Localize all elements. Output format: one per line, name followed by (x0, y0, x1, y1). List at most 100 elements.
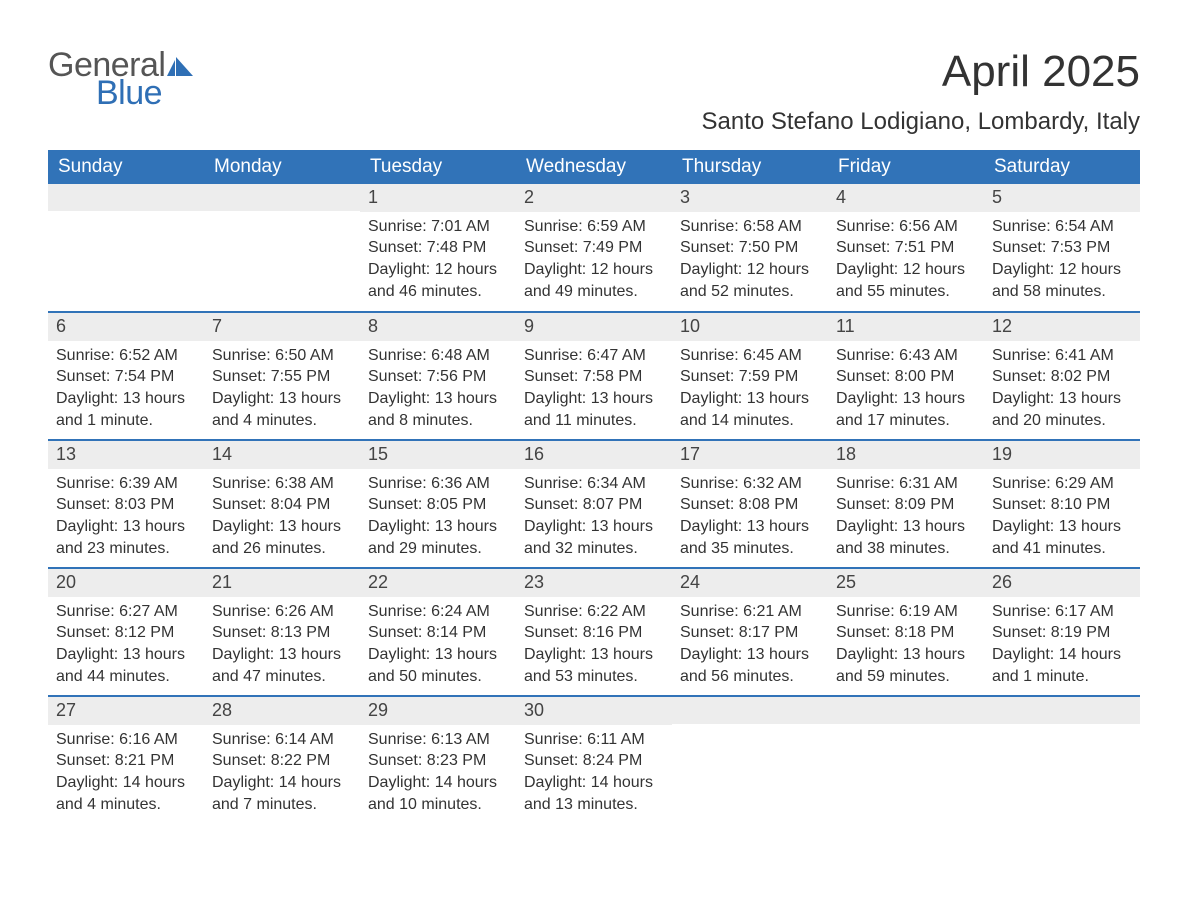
day-header: Wednesday (516, 150, 672, 184)
daylight-line: Daylight: 12 hours and 55 minutes. (836, 259, 976, 302)
sunset-line: Sunset: 8:04 PM (212, 494, 352, 516)
day-details: Sunrise: 6:38 AMSunset: 8:04 PMDaylight:… (204, 469, 360, 565)
day-number: 4 (828, 184, 984, 211)
sunrise-line: Sunrise: 6:45 AM (680, 345, 820, 367)
sunset-line: Sunset: 7:48 PM (368, 237, 508, 259)
empty-day-header (48, 184, 204, 211)
day-details: Sunrise: 6:34 AMSunset: 8:07 PMDaylight:… (516, 469, 672, 565)
daylight-line: Daylight: 13 hours and 1 minute. (56, 388, 196, 431)
sunset-line: Sunset: 8:22 PM (212, 750, 352, 772)
day-details: Sunrise: 6:24 AMSunset: 8:14 PMDaylight:… (360, 597, 516, 693)
day-number: 19 (984, 441, 1140, 468)
sunrise-line: Sunrise: 6:34 AM (524, 473, 664, 495)
daylight-line: Daylight: 13 hours and 8 minutes. (368, 388, 508, 431)
daylight-line: Daylight: 12 hours and 58 minutes. (992, 259, 1132, 302)
daylight-line: Daylight: 14 hours and 1 minute. (992, 644, 1132, 687)
day-cell: 17Sunrise: 6:32 AMSunset: 8:08 PMDayligh… (672, 440, 828, 568)
day-details: Sunrise: 6:56 AMSunset: 7:51 PMDaylight:… (828, 212, 984, 308)
day-cell: 25Sunrise: 6:19 AMSunset: 8:18 PMDayligh… (828, 568, 984, 696)
day-cell: 8Sunrise: 6:48 AMSunset: 7:56 PMDaylight… (360, 312, 516, 440)
daylight-line: Daylight: 13 hours and 38 minutes. (836, 516, 976, 559)
sunset-line: Sunset: 8:08 PM (680, 494, 820, 516)
daylight-line: Daylight: 13 hours and 23 minutes. (56, 516, 196, 559)
day-cell: 20Sunrise: 6:27 AMSunset: 8:12 PMDayligh… (48, 568, 204, 696)
day-number: 28 (204, 697, 360, 724)
location: Santo Stefano Lodigiano, Lombardy, Italy (701, 108, 1140, 136)
day-number: 9 (516, 313, 672, 340)
sunset-line: Sunset: 8:23 PM (368, 750, 508, 772)
day-number: 17 (672, 441, 828, 468)
empty-day-header (828, 697, 984, 724)
sunrise-line: Sunrise: 6:14 AM (212, 729, 352, 751)
sunrise-line: Sunrise: 6:54 AM (992, 216, 1132, 238)
day-details: Sunrise: 6:48 AMSunset: 7:56 PMDaylight:… (360, 341, 516, 437)
week-row: 6Sunrise: 6:52 AMSunset: 7:54 PMDaylight… (48, 312, 1140, 440)
sunset-line: Sunset: 8:17 PM (680, 622, 820, 644)
month-title: April 2025 (701, 48, 1140, 96)
sunset-line: Sunset: 8:21 PM (56, 750, 196, 772)
day-number: 23 (516, 569, 672, 596)
daylight-line: Daylight: 13 hours and 4 minutes. (212, 388, 352, 431)
sunrise-line: Sunrise: 6:56 AM (836, 216, 976, 238)
day-details: Sunrise: 6:43 AMSunset: 8:00 PMDaylight:… (828, 341, 984, 437)
sunset-line: Sunset: 7:50 PM (680, 237, 820, 259)
sunrise-line: Sunrise: 6:58 AM (680, 216, 820, 238)
day-cell: 26Sunrise: 6:17 AMSunset: 8:19 PMDayligh… (984, 568, 1140, 696)
daylight-line: Daylight: 13 hours and 17 minutes. (836, 388, 976, 431)
day-number: 13 (48, 441, 204, 468)
day-details: Sunrise: 6:45 AMSunset: 7:59 PMDaylight:… (672, 341, 828, 437)
day-number: 15 (360, 441, 516, 468)
day-number: 1 (360, 184, 516, 211)
day-cell: 23Sunrise: 6:22 AMSunset: 8:16 PMDayligh… (516, 568, 672, 696)
sunset-line: Sunset: 8:10 PM (992, 494, 1132, 516)
calendar-body: 1Sunrise: 7:01 AMSunset: 7:48 PMDaylight… (48, 184, 1140, 824)
day-header: Monday (204, 150, 360, 184)
sunrise-line: Sunrise: 6:19 AM (836, 601, 976, 623)
day-number: 5 (984, 184, 1140, 211)
day-details: Sunrise: 6:58 AMSunset: 7:50 PMDaylight:… (672, 212, 828, 308)
daylight-line: Daylight: 13 hours and 20 minutes. (992, 388, 1132, 431)
daylight-line: Daylight: 13 hours and 11 minutes. (524, 388, 664, 431)
daylight-line: Daylight: 13 hours and 14 minutes. (680, 388, 820, 431)
day-header: Tuesday (360, 150, 516, 184)
day-cell: 11Sunrise: 6:43 AMSunset: 8:00 PMDayligh… (828, 312, 984, 440)
day-number: 18 (828, 441, 984, 468)
title-block: April 2025 Santo Stefano Lodigiano, Lomb… (701, 48, 1140, 136)
sunrise-line: Sunrise: 6:11 AM (524, 729, 664, 751)
daylight-line: Daylight: 13 hours and 26 minutes. (212, 516, 352, 559)
day-number: 21 (204, 569, 360, 596)
logo-text-blue: Blue (96, 76, 201, 110)
day-details: Sunrise: 6:16 AMSunset: 8:21 PMDaylight:… (48, 725, 204, 821)
day-cell: 24Sunrise: 6:21 AMSunset: 8:17 PMDayligh… (672, 568, 828, 696)
sunset-line: Sunset: 8:19 PM (992, 622, 1132, 644)
daylight-line: Daylight: 13 hours and 29 minutes. (368, 516, 508, 559)
day-cell: 14Sunrise: 6:38 AMSunset: 8:04 PMDayligh… (204, 440, 360, 568)
day-cell: 18Sunrise: 6:31 AMSunset: 8:09 PMDayligh… (828, 440, 984, 568)
sunset-line: Sunset: 8:07 PM (524, 494, 664, 516)
day-number: 29 (360, 697, 516, 724)
sunset-line: Sunset: 7:53 PM (992, 237, 1132, 259)
day-details: Sunrise: 6:59 AMSunset: 7:49 PMDaylight:… (516, 212, 672, 308)
day-cell: 15Sunrise: 6:36 AMSunset: 8:05 PMDayligh… (360, 440, 516, 568)
day-cell: 27Sunrise: 6:16 AMSunset: 8:21 PMDayligh… (48, 696, 204, 824)
week-row: 1Sunrise: 7:01 AMSunset: 7:48 PMDaylight… (48, 184, 1140, 312)
day-header-row: SundayMondayTuesdayWednesdayThursdayFrid… (48, 150, 1140, 184)
week-row: 20Sunrise: 6:27 AMSunset: 8:12 PMDayligh… (48, 568, 1140, 696)
day-details: Sunrise: 6:47 AMSunset: 7:58 PMDaylight:… (516, 341, 672, 437)
day-header: Friday (828, 150, 984, 184)
day-details: Sunrise: 7:01 AMSunset: 7:48 PMDaylight:… (360, 212, 516, 308)
calendar-table: SundayMondayTuesdayWednesdayThursdayFrid… (48, 150, 1140, 824)
daylight-line: Daylight: 13 hours and 32 minutes. (524, 516, 664, 559)
sunset-line: Sunset: 7:54 PM (56, 366, 196, 388)
day-number: 26 (984, 569, 1140, 596)
logo: General Blue (48, 48, 201, 110)
day-header: Saturday (984, 150, 1140, 184)
day-details: Sunrise: 6:54 AMSunset: 7:53 PMDaylight:… (984, 212, 1140, 308)
day-details: Sunrise: 6:27 AMSunset: 8:12 PMDaylight:… (48, 597, 204, 693)
day-cell: 5Sunrise: 6:54 AMSunset: 7:53 PMDaylight… (984, 184, 1140, 312)
sunset-line: Sunset: 8:09 PM (836, 494, 976, 516)
sunset-line: Sunset: 8:12 PM (56, 622, 196, 644)
sunset-line: Sunset: 7:56 PM (368, 366, 508, 388)
daylight-line: Daylight: 13 hours and 50 minutes. (368, 644, 508, 687)
sunrise-line: Sunrise: 6:36 AM (368, 473, 508, 495)
